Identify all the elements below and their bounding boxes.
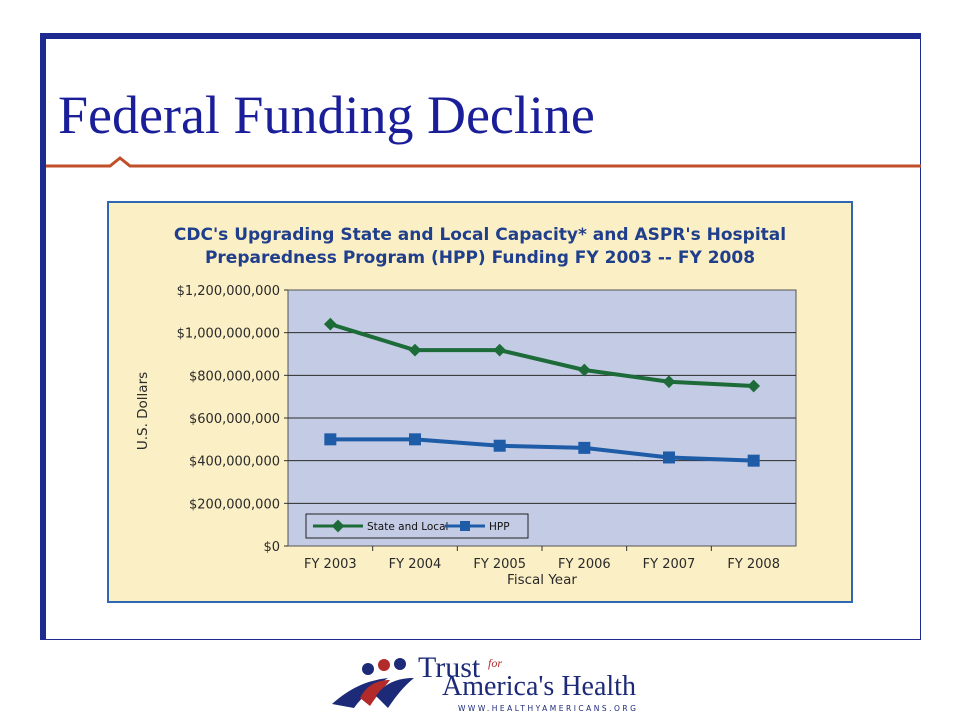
data-point-hpp [493, 439, 506, 452]
series-line-state-and-local [329, 322, 754, 388]
logo-for-text: for [488, 656, 503, 670]
chart-title-line-2: Preparedness Program (HPP) Funding FY 20… [205, 248, 755, 268]
logo-trust-text: Trust [418, 651, 481, 684]
y-axis-title: U.S. Dollars [135, 372, 151, 450]
x-tick-label: FY 2008 [727, 557, 780, 572]
y-tick-label: $200,000,000 [189, 497, 280, 512]
logo-url-text: WWW.HEALTHYAMERICANS.ORG [458, 704, 639, 713]
title-underline [46, 156, 921, 168]
trust-for-americas-health-logo: Trust for America's Health WWW.HEALTHYAM… [330, 652, 640, 718]
y-tick-label: $400,000,000 [189, 455, 280, 470]
logo-americas-health-text: America's Health [442, 671, 636, 702]
data-point-hpp [324, 433, 337, 446]
x-tick-label: FY 2006 [558, 557, 611, 572]
data-point-state-and-local [493, 343, 507, 357]
x-axis-title: Fiscal Year [507, 572, 577, 588]
chart-title-line-1: CDC's Upgrading State and Local Capacity… [174, 225, 786, 245]
y-tick-label: $1,200,000,000 [177, 284, 280, 299]
y-tick-label: $800,000,000 [189, 369, 280, 384]
data-point-hpp [663, 451, 675, 464]
y-axis-ticks: $0 $200,000,000 $400,000,000 $600,000,000 $8… [177, 284, 288, 555]
legend: State and Local HPP [305, 513, 529, 539]
data-point-hpp [578, 441, 591, 454]
slide-title: Federal Funding Decline [58, 85, 595, 145]
legend-label-state-and-local: State and Local [367, 521, 448, 533]
data-point-hpp [747, 454, 760, 467]
series-lines [323, 317, 761, 467]
x-tick-label: FY 2005 [473, 557, 526, 572]
y-tick-label: $600,000,000 [189, 412, 280, 427]
data-point-hpp [409, 433, 421, 446]
legend-marker-hpp [460, 521, 470, 531]
legend-label-hpp: HPP [489, 521, 510, 533]
x-axis-ticks: FY 2003 FY 2004 FY 2005 FY 2006 FY 2007 FY 20… [304, 546, 780, 572]
y-tick-label: $1,000,000,000 [177, 327, 280, 342]
x-tick-label: FY 2003 [304, 557, 357, 572]
data-point-state-and-local [323, 317, 337, 331]
people-figures-logo-icon [332, 658, 414, 708]
x-tick-label: FY 2007 [643, 557, 696, 572]
y-tick-label: $0 [263, 540, 280, 555]
x-tick-label: FY 2004 [389, 557, 442, 572]
data-point-state-and-local [408, 343, 422, 357]
series-line-hpp [330, 437, 754, 463]
